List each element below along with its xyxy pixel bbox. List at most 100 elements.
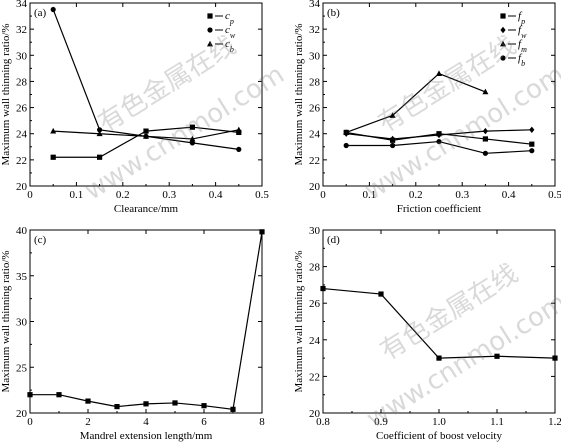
y-tick-label: 24	[309, 129, 321, 141]
x-axis-label: Clearance/mm	[114, 203, 179, 215]
x-tick-label: 0.4	[209, 189, 223, 201]
data-point-s2-4	[189, 140, 195, 146]
data-point-s3-1	[343, 129, 350, 135]
data-point-s3-4	[189, 135, 196, 142]
x-axis-label: Mandrel extension length/mm	[80, 430, 213, 442]
x-tick-label: 0.9	[374, 416, 388, 428]
x-tick-label: 0.5	[548, 189, 561, 201]
legend-marker	[207, 27, 213, 33]
y-axis-label: Maximum wall thinning ratio/%	[0, 23, 12, 165]
data-point-s1-6	[172, 400, 178, 406]
data-point-s4-2	[390, 142, 396, 149]
data-point-s1-5	[529, 141, 535, 147]
y-tick-label: 25	[16, 362, 28, 374]
y-axis-label: Maximum wall thinning ratio/%	[293, 23, 305, 165]
y-tick-label: 26	[309, 103, 321, 115]
y-tick-label: 24	[309, 335, 321, 347]
y-tick-label: 30	[309, 50, 321, 62]
x-axis-label: Friction coefficient	[397, 203, 481, 215]
data-point-s1-1	[320, 285, 326, 292]
data-point-s2-4	[482, 127, 488, 135]
legend-entry: cw	[225, 24, 236, 40]
y-tick-label: 34	[309, 0, 321, 10]
data-point-s1-3	[436, 355, 442, 361]
data-point-s2-5	[236, 146, 242, 152]
x-tick-label: 0.4	[502, 189, 516, 201]
data-point-s4-3	[436, 138, 442, 145]
x-tick-label: 0.2	[409, 189, 423, 201]
x-tick-label: 8	[259, 416, 265, 428]
legend-marker	[500, 13, 506, 19]
x-tick-label: 0	[27, 416, 33, 428]
data-point-s4-1	[343, 142, 349, 149]
data-point-s1-2	[97, 154, 103, 160]
data-point-s1-4	[189, 124, 195, 130]
y-tick-label: 26	[16, 103, 28, 115]
data-point-s1-1	[27, 392, 33, 398]
x-tick-label: 1.0	[432, 416, 446, 428]
legend-entry: fw	[518, 24, 527, 40]
chart-panel-4: 0.8 0.9 1.0 1.1 1.2 20 22 24 26 28 30 Coefficient o…	[293, 225, 561, 442]
legend-marker	[207, 13, 213, 19]
legend-marker	[500, 40, 506, 47]
y-tick-label: 22	[16, 155, 27, 167]
data-point-s2-2	[97, 127, 103, 133]
y-tick-label: 32	[309, 24, 320, 36]
data-point-s1-4	[482, 136, 488, 142]
data-point-s3-4	[482, 88, 489, 95]
y-tick-label: 40	[16, 225, 28, 237]
series-line-1	[322, 287, 556, 359]
data-point-s3-3	[143, 133, 149, 139]
y-tick-label: 24	[16, 129, 28, 141]
data-point-s1-4	[114, 403, 120, 410]
data-point-s3-1	[50, 127, 57, 134]
y-tick-label: 20	[309, 408, 321, 420]
data-point-s1-3	[85, 398, 91, 404]
data-point-s2-3	[436, 131, 442, 139]
x-tick-label: 0.5	[255, 189, 269, 201]
data-point-s1-1	[50, 154, 56, 160]
series-line-3	[345, 72, 486, 133]
x-tick-label: 0.8	[316, 416, 330, 428]
chart-panel-2: 0 0.1 0.2 0.3 0.4 0.5 20 22 24 26 28 30 32 34 Friction…	[293, 0, 561, 215]
chart-panel-1: 0 0.1 0.2 0.3 0.4 0.5 20 22 24 26 28 30 32 34 Clearanc…	[0, 0, 269, 215]
x-tick-label: 0.3	[455, 189, 469, 201]
plot-frame	[322, 229, 556, 414]
data-point-s1-8	[230, 406, 236, 412]
data-point-s2-2	[390, 135, 396, 143]
legend-entry: fm	[518, 38, 527, 54]
data-point-s2-5	[529, 126, 535, 133]
y-tick-label: 26	[309, 298, 321, 310]
x-tick-label: 0	[27, 189, 33, 201]
x-tick-label: 0.2	[116, 189, 130, 201]
y-tick-label: 20	[309, 181, 321, 193]
data-point-s4-4	[482, 150, 488, 156]
legend-entry: cp	[225, 10, 234, 26]
y-tick-label: 32	[16, 24, 27, 36]
y-tick-label: 20	[16, 181, 28, 193]
data-point-s1-9	[259, 229, 265, 235]
x-tick-label: 2	[85, 416, 91, 428]
x-tick-label: 0.1	[363, 189, 377, 201]
panel-label: (a)	[34, 7, 47, 19]
data-point-s1-5	[143, 401, 149, 407]
y-tick-label: 20	[16, 408, 28, 420]
data-point-s1-5	[236, 129, 242, 136]
x-axis-label: Coefficient of boost velocity	[376, 430, 502, 442]
panel-label: (d)	[327, 234, 340, 246]
y-tick-label: 28	[309, 76, 321, 88]
chart-panel-3: 0 2 4 6 8 20 25 30 35 40 Mandrel extension length/…	[0, 225, 265, 442]
data-point-s3-3	[436, 70, 442, 76]
series-line-1	[30, 231, 263, 411]
data-point-s3-5	[235, 126, 242, 133]
data-point-s3-2	[389, 112, 396, 118]
y-axis-label: Maximum wall thinning ratio/%	[293, 250, 305, 392]
x-tick-label: 4	[143, 416, 149, 428]
legend-entry: cb	[225, 38, 234, 54]
x-tick-label: 0	[320, 189, 326, 201]
data-point-s1-7	[201, 403, 207, 409]
x-tick-label: 6	[201, 416, 207, 428]
data-point-s1-4	[494, 353, 500, 359]
x-tick-label: 0.3	[162, 189, 176, 201]
